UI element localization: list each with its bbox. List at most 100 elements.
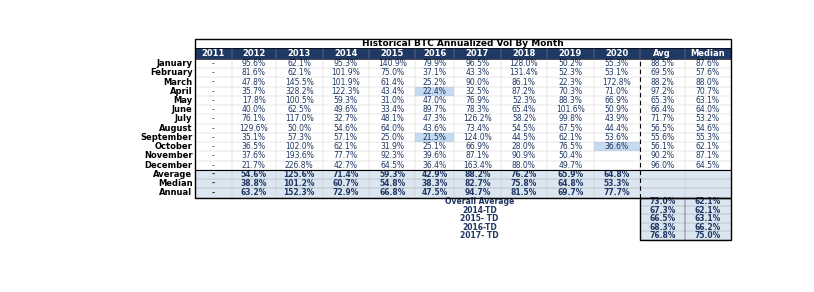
Text: 76.5%: 76.5% [558, 142, 582, 151]
Text: 58.2%: 58.2% [512, 114, 536, 124]
Bar [640, 197, 731, 240]
Text: 87.2%: 87.2% [512, 87, 536, 96]
Bar [195, 170, 731, 197]
Text: Annual: Annual [160, 188, 192, 197]
Text: 66.4%: 66.4% [650, 105, 674, 114]
Text: 87.1%: 87.1% [466, 152, 489, 160]
Text: 71.7%: 71.7% [650, 114, 674, 124]
Text: 101.6%: 101.6% [556, 105, 584, 114]
Text: 25.0%: 25.0% [380, 133, 405, 142]
Text: 62.1%: 62.1% [696, 142, 720, 151]
Text: 81.5%: 81.5% [510, 188, 537, 197]
Text: 76.9%: 76.9% [466, 96, 489, 105]
Text: 31.0%: 31.0% [380, 96, 405, 105]
Text: 71.4%: 71.4% [333, 170, 359, 179]
Bar [415, 87, 454, 96]
Text: 66.5%: 66.5% [650, 214, 676, 223]
Text: -: - [212, 152, 215, 160]
Text: Median: Median [690, 49, 725, 58]
Text: 55.6%: 55.6% [650, 133, 674, 142]
Text: 66.9%: 66.9% [605, 96, 629, 105]
Text: 33.4%: 33.4% [380, 105, 405, 114]
Text: 88.2%: 88.2% [650, 77, 674, 86]
Text: 96.5%: 96.5% [466, 59, 489, 68]
Text: -: - [212, 170, 215, 179]
Text: -: - [212, 59, 215, 68]
Text: 43.3%: 43.3% [466, 68, 489, 77]
Text: 36.5%: 36.5% [242, 142, 266, 151]
Text: September: September [140, 133, 192, 142]
Text: 95.3%: 95.3% [334, 59, 358, 68]
Bar [195, 48, 731, 59]
Text: 145.5%: 145.5% [285, 77, 313, 86]
Text: 66.2%: 66.2% [694, 223, 721, 232]
Text: 54.6%: 54.6% [241, 170, 267, 179]
Text: Avg: Avg [654, 49, 672, 58]
Text: 31.9%: 31.9% [380, 142, 405, 151]
Text: 128.0%: 128.0% [510, 59, 538, 68]
Text: 52.3%: 52.3% [512, 96, 536, 105]
Text: 226.8%: 226.8% [285, 161, 313, 170]
Text: 63.1%: 63.1% [694, 214, 721, 223]
Text: 44.5%: 44.5% [512, 133, 536, 142]
Text: 35.7%: 35.7% [242, 87, 266, 96]
Text: 42.7%: 42.7% [334, 161, 358, 170]
Text: 76.8%: 76.8% [649, 231, 676, 240]
Text: 21.5%: 21.5% [423, 133, 447, 142]
Text: 64.0%: 64.0% [380, 124, 405, 133]
Text: 42.9%: 42.9% [422, 170, 448, 179]
Text: 172.8%: 172.8% [602, 77, 631, 86]
Text: 102.0%: 102.0% [285, 142, 313, 151]
Text: 35.1%: 35.1% [242, 133, 266, 142]
Text: -: - [212, 179, 215, 188]
Text: 101.9%: 101.9% [331, 68, 360, 77]
Text: -: - [212, 142, 215, 151]
Text: 75.0%: 75.0% [380, 68, 405, 77]
Text: 140.9%: 140.9% [378, 59, 407, 68]
Text: 163.4%: 163.4% [463, 161, 492, 170]
Text: 88.3%: 88.3% [558, 96, 582, 105]
Text: 75.0%: 75.0% [694, 231, 721, 240]
Text: 49.6%: 49.6% [334, 105, 358, 114]
Text: 78.3%: 78.3% [466, 105, 489, 114]
Text: Median: Median [158, 179, 192, 188]
Text: Overall Average: Overall Average [444, 197, 514, 206]
Text: 328.2%: 328.2% [285, 87, 313, 96]
Text: 67.3%: 67.3% [649, 206, 676, 215]
Text: -: - [212, 68, 215, 77]
Text: November: November [144, 152, 192, 160]
Text: 2017- TD: 2017- TD [460, 231, 499, 240]
Text: 94.7%: 94.7% [464, 188, 491, 197]
Text: 72.9%: 72.9% [333, 188, 359, 197]
Text: 56.5%: 56.5% [650, 124, 674, 133]
Text: 2015- TD: 2015- TD [460, 214, 499, 223]
Text: 64.8%: 64.8% [557, 179, 584, 188]
Text: 32.7%: 32.7% [334, 114, 358, 124]
Text: -: - [212, 105, 215, 114]
Text: 2014-TD: 2014-TD [462, 206, 497, 215]
Text: 100.5%: 100.5% [285, 96, 313, 105]
Text: 66.9%: 66.9% [466, 142, 489, 151]
Text: 2013: 2013 [287, 49, 311, 58]
Text: 2016: 2016 [423, 49, 447, 58]
Text: 64.5%: 64.5% [380, 161, 405, 170]
Text: 2020: 2020 [605, 49, 628, 58]
Text: 47.0%: 47.0% [422, 96, 447, 105]
Text: 48.1%: 48.1% [380, 114, 405, 124]
Text: 96.0%: 96.0% [650, 161, 674, 170]
Text: 2016-TD: 2016-TD [462, 223, 497, 232]
Text: 37.6%: 37.6% [242, 152, 266, 160]
Text: 77.7%: 77.7% [603, 188, 630, 197]
Text: 32.5%: 32.5% [466, 87, 489, 96]
Text: 43.4%: 43.4% [380, 87, 405, 96]
Text: 90.2%: 90.2% [650, 152, 674, 160]
Text: 54.8%: 54.8% [379, 179, 405, 188]
Text: 38.3%: 38.3% [422, 179, 448, 188]
Text: 90.9%: 90.9% [512, 152, 536, 160]
Text: Historical BTC Annualized Vol By Month: Historical BTC Annualized Vol By Month [362, 39, 564, 48]
Text: -: - [212, 133, 215, 142]
Text: 44.4%: 44.4% [605, 124, 629, 133]
Text: 69.7%: 69.7% [557, 188, 584, 197]
Text: 88.2%: 88.2% [464, 170, 491, 179]
Text: 64.0%: 64.0% [696, 105, 720, 114]
